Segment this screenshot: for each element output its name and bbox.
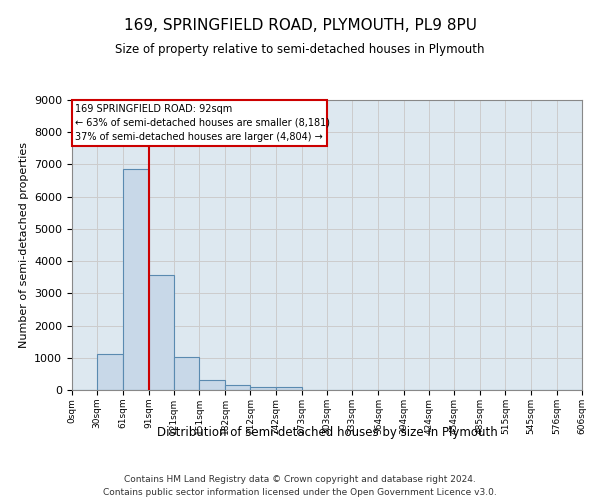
Text: Size of property relative to semi-detached houses in Plymouth: Size of property relative to semi-detach… [115, 42, 485, 56]
Bar [97, 354, 124, 390]
FancyBboxPatch shape [72, 100, 327, 146]
Y-axis label: Number of semi-detached properties: Number of semi-detached properties [19, 142, 29, 348]
Bar [124, 168, 149, 390]
Text: 169, SPRINGFIELD ROAD, PLYMOUTH, PL9 8PU: 169, SPRINGFIELD ROAD, PLYMOUTH, PL9 8PU [124, 18, 476, 32]
Text: Contains public sector information licensed under the Open Government Licence v3: Contains public sector information licen… [103, 488, 497, 497]
Bar [275, 388, 302, 390]
Bar [225, 386, 250, 390]
Bar [199, 380, 225, 390]
Text: 169 SPRINGFIELD ROAD: 92sqm
← 63% of semi-detached houses are smaller (8,181)
37: 169 SPRINGFIELD ROAD: 92sqm ← 63% of sem… [76, 104, 331, 142]
Bar [250, 387, 275, 390]
Text: Contains HM Land Registry data © Crown copyright and database right 2024.: Contains HM Land Registry data © Crown c… [124, 476, 476, 484]
Bar [149, 275, 174, 390]
Text: Distribution of semi-detached houses by size in Plymouth: Distribution of semi-detached houses by … [157, 426, 497, 439]
Bar [174, 358, 199, 390]
